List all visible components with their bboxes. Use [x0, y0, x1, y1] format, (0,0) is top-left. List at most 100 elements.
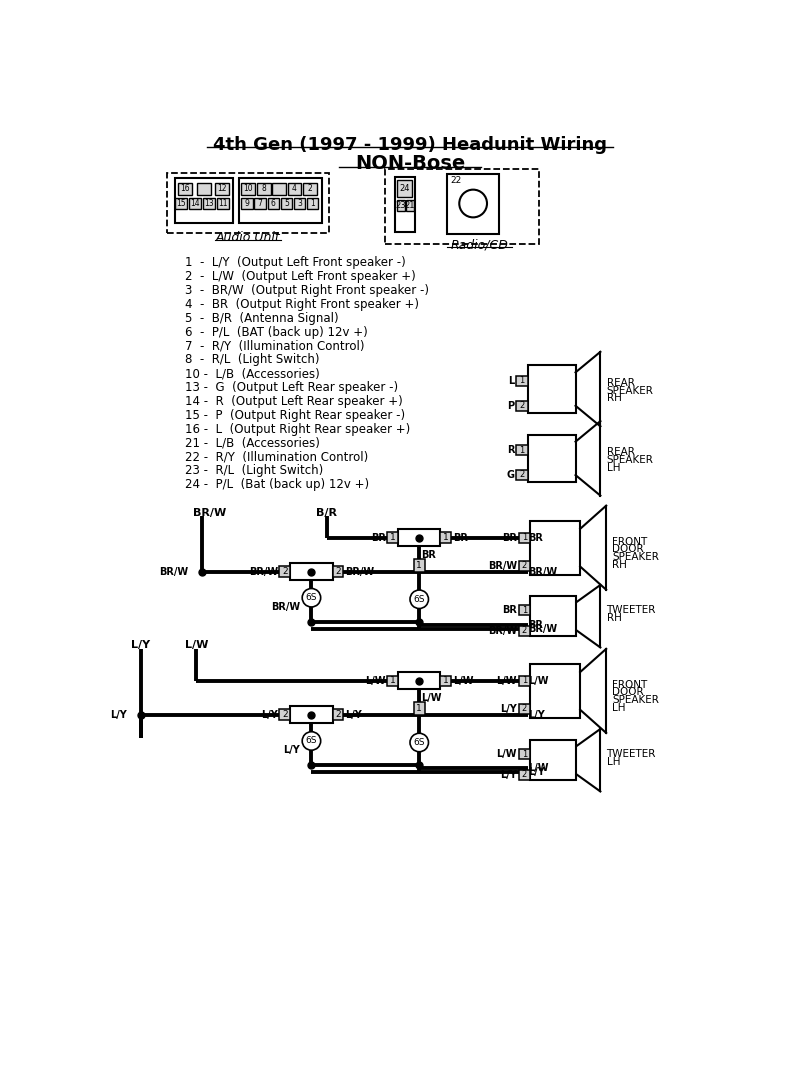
- Bar: [307, 198, 318, 209]
- Text: 2: 2: [522, 704, 527, 714]
- Text: BR: BR: [502, 605, 517, 615]
- Text: 2: 2: [522, 626, 527, 635]
- Text: L/W: L/W: [422, 692, 442, 703]
- Bar: [516, 376, 528, 385]
- Text: 7  -  R/Y  (Illumination Control): 7 - R/Y (Illumination Control): [185, 339, 365, 352]
- Text: 9: 9: [245, 200, 250, 208]
- Text: 4  -  BR  (Output Right Front speaker +): 4 - BR (Output Right Front speaker +): [185, 298, 419, 310]
- Text: 1: 1: [522, 534, 527, 542]
- Text: L/Y: L/Y: [500, 704, 517, 714]
- Text: 6  -  P/L  (BAT (back up) 12v +): 6 - P/L (BAT (back up) 12v +): [185, 325, 368, 338]
- Text: L/W: L/W: [185, 640, 209, 651]
- Bar: [516, 445, 528, 455]
- Bar: [387, 532, 398, 543]
- Text: BR/W: BR/W: [159, 567, 188, 576]
- Text: RH: RH: [612, 559, 627, 570]
- Text: 14: 14: [190, 200, 200, 208]
- Text: L/Y: L/Y: [345, 710, 362, 720]
- Bar: [175, 178, 233, 223]
- Text: SPEAKER: SPEAKER: [612, 552, 659, 562]
- Bar: [279, 567, 290, 577]
- Bar: [394, 176, 414, 232]
- Text: 22: 22: [451, 176, 462, 185]
- Bar: [217, 198, 229, 209]
- Text: BR/W: BR/W: [193, 508, 226, 519]
- Text: 13: 13: [204, 200, 214, 208]
- Bar: [398, 672, 441, 689]
- Text: BR/W: BR/W: [529, 623, 558, 634]
- Text: 1: 1: [519, 377, 525, 385]
- Bar: [267, 198, 279, 209]
- Bar: [530, 740, 576, 780]
- Bar: [397, 201, 405, 211]
- Text: L/Y: L/Y: [131, 640, 150, 651]
- Text: 1: 1: [443, 534, 449, 542]
- Bar: [279, 710, 290, 720]
- Text: 15: 15: [177, 200, 186, 208]
- Text: BR/W: BR/W: [270, 602, 300, 612]
- Text: FRONT: FRONT: [612, 537, 648, 546]
- Text: 12: 12: [218, 185, 227, 193]
- Bar: [257, 182, 270, 195]
- Text: 2: 2: [307, 185, 312, 193]
- Bar: [530, 521, 580, 575]
- Text: 5  -  B/R  (Antenna Signal): 5 - B/R (Antenna Signal): [185, 312, 338, 324]
- Text: 22 -  R/Y  (Illumination Control): 22 - R/Y (Illumination Control): [185, 450, 369, 463]
- Text: L/Y: L/Y: [529, 767, 546, 777]
- Bar: [447, 174, 499, 235]
- Bar: [397, 180, 412, 197]
- Text: BR: BR: [502, 532, 517, 543]
- Text: 1: 1: [390, 534, 395, 542]
- Text: 1: 1: [519, 446, 525, 455]
- Text: 24: 24: [399, 185, 410, 193]
- Text: BR/W: BR/W: [488, 560, 517, 571]
- Text: 2: 2: [519, 401, 525, 410]
- Text: R: R: [507, 445, 514, 455]
- Bar: [518, 605, 530, 615]
- Bar: [398, 529, 441, 546]
- Bar: [518, 626, 530, 636]
- Text: REAR: REAR: [606, 447, 634, 458]
- Bar: [518, 749, 530, 759]
- Text: RH: RH: [606, 394, 622, 403]
- Text: 2: 2: [522, 770, 527, 779]
- Bar: [303, 182, 317, 195]
- Text: 2: 2: [522, 561, 527, 570]
- Bar: [197, 182, 210, 195]
- Text: L/Y: L/Y: [110, 710, 126, 720]
- Text: TWEETER: TWEETER: [606, 749, 656, 759]
- Text: 15 -  P  (Output Right Rear speaker -): 15 - P (Output Right Rear speaker -): [185, 409, 406, 421]
- Text: L/W: L/W: [529, 675, 549, 686]
- Text: SPEAKER: SPEAKER: [606, 385, 654, 396]
- Bar: [387, 675, 398, 686]
- Text: RH: RH: [606, 612, 622, 623]
- Text: 1: 1: [310, 200, 315, 208]
- Bar: [215, 182, 229, 195]
- Bar: [189, 198, 202, 209]
- Text: 4th Gen (1997 - 1999) Headunit Wiring: 4th Gen (1997 - 1999) Headunit Wiring: [213, 136, 607, 154]
- Bar: [414, 702, 425, 715]
- Circle shape: [410, 733, 429, 752]
- Bar: [290, 563, 333, 580]
- Circle shape: [302, 732, 321, 750]
- Bar: [175, 198, 187, 209]
- Text: L/W: L/W: [453, 675, 474, 686]
- Text: BR: BR: [529, 620, 543, 630]
- Bar: [203, 198, 215, 209]
- Text: 6S: 6S: [306, 593, 317, 602]
- Text: BR/W: BR/W: [488, 626, 517, 636]
- Bar: [518, 704, 530, 714]
- Text: LH: LH: [606, 463, 620, 473]
- Bar: [518, 769, 530, 780]
- Text: 14 -  R  (Output Left Rear speaker +): 14 - R (Output Left Rear speaker +): [185, 395, 403, 408]
- Text: L/Y: L/Y: [261, 710, 278, 720]
- Text: 23: 23: [395, 202, 406, 210]
- Bar: [530, 664, 580, 718]
- Text: 8: 8: [262, 185, 266, 193]
- Text: BR/W: BR/W: [249, 567, 278, 576]
- Text: 1: 1: [443, 676, 449, 685]
- Circle shape: [302, 589, 321, 607]
- Text: Radio/CD: Radio/CD: [450, 239, 508, 252]
- Bar: [518, 560, 530, 571]
- Text: LH: LH: [606, 757, 620, 767]
